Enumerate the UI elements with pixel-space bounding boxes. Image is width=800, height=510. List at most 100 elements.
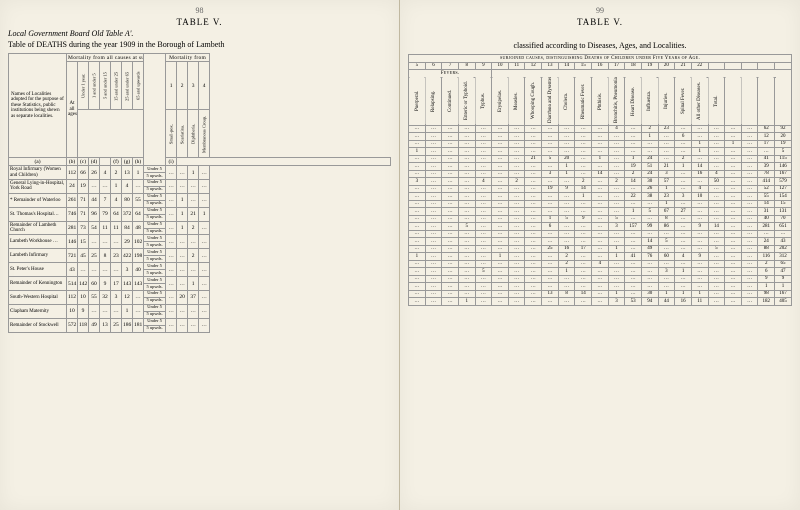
age-value: 13 bbox=[122, 166, 133, 180]
disease-value: 1 bbox=[658, 185, 675, 193]
disease-value: … bbox=[592, 148, 609, 156]
disease-value: … bbox=[425, 253, 442, 261]
age-value: 186 bbox=[122, 318, 133, 332]
disease-value: … bbox=[708, 133, 725, 141]
disease-value: … bbox=[525, 283, 542, 291]
disease-value: … bbox=[558, 178, 575, 186]
age-value: 198 bbox=[133, 249, 144, 263]
disease-value: … bbox=[409, 290, 426, 298]
disease-value: 651 bbox=[775, 223, 792, 231]
age-value: 84 bbox=[122, 221, 133, 235]
disease-value: … bbox=[425, 185, 442, 193]
disease-value: … bbox=[675, 148, 692, 156]
disease-value: … bbox=[409, 155, 426, 163]
age-value: 372 bbox=[122, 207, 133, 221]
disease-value: … bbox=[525, 200, 542, 208]
mortality-value: … bbox=[166, 166, 177, 180]
disease-value: … bbox=[575, 200, 592, 208]
age-value: 29 bbox=[122, 235, 133, 249]
disease-value: … bbox=[641, 148, 658, 156]
disease-value: … bbox=[442, 178, 459, 186]
locality-label: Royal Infirmary (Women and Children) bbox=[9, 166, 67, 180]
disease-value: 14 bbox=[592, 170, 609, 178]
disease-value: … bbox=[658, 283, 675, 291]
disease-value: 16 bbox=[691, 170, 708, 178]
col-letter-f: (f) bbox=[111, 158, 122, 166]
disease-col-num: 18 bbox=[625, 62, 642, 70]
table-label-left: TABLE V. bbox=[8, 17, 391, 27]
age-value: 48 bbox=[133, 221, 144, 235]
disease-value: 41 bbox=[758, 155, 775, 163]
disease-value: 1 bbox=[691, 140, 708, 148]
disease-value: … bbox=[525, 238, 542, 246]
disease-value: … bbox=[725, 148, 742, 156]
disease-col-label: Phthisis. bbox=[592, 77, 609, 125]
mortality-value: 2 bbox=[188, 249, 199, 263]
disease-value: … bbox=[708, 125, 725, 133]
disease-value: 51 bbox=[641, 163, 658, 171]
disease-value: … bbox=[409, 140, 426, 148]
disease-value: … bbox=[458, 260, 475, 268]
age-value: 4 bbox=[111, 193, 122, 207]
disease-value: … bbox=[725, 290, 742, 298]
disease-value: 21 bbox=[525, 155, 542, 163]
disease-value: … bbox=[725, 238, 742, 246]
disease-value: 13 bbox=[542, 290, 559, 298]
age-value: … bbox=[89, 263, 100, 277]
mortality-value: … bbox=[166, 221, 177, 235]
disease-value: 1 bbox=[725, 140, 742, 148]
disease-value: 52 bbox=[758, 185, 775, 193]
disease-value: 78 bbox=[758, 170, 775, 178]
mort-num-0: 1 bbox=[166, 62, 177, 110]
disease-value: … bbox=[741, 200, 758, 208]
disease-value: … bbox=[508, 185, 525, 193]
disease-value: … bbox=[725, 230, 742, 238]
disease-value: 579 bbox=[775, 178, 792, 186]
disease-value: … bbox=[542, 230, 559, 238]
disease-value: … bbox=[725, 275, 742, 283]
disease-col-label: Puerperal. bbox=[409, 77, 426, 125]
disease-value: … bbox=[741, 185, 758, 193]
disease-value: … bbox=[625, 283, 642, 291]
disease-col-num: 19 bbox=[641, 62, 658, 70]
disease-value: … bbox=[492, 208, 509, 216]
disease-value: 57 bbox=[658, 178, 675, 186]
disease-value: … bbox=[442, 238, 459, 246]
disease-value: 116 bbox=[758, 253, 775, 261]
mort-col-2: Diphtheria. bbox=[188, 110, 199, 158]
disease-value: … bbox=[442, 125, 459, 133]
disease-value: 17 bbox=[758, 140, 775, 148]
disease-value: 182 bbox=[758, 298, 775, 306]
disease-value: … bbox=[525, 290, 542, 298]
disease-value: … bbox=[691, 245, 708, 253]
disease-value: 20 bbox=[775, 133, 792, 141]
disease-value: 20 bbox=[558, 155, 575, 163]
age-value: 181 bbox=[133, 318, 144, 332]
disease-value: … bbox=[475, 275, 492, 283]
disease-value: … bbox=[575, 260, 592, 268]
disease-value: 23 bbox=[658, 125, 675, 133]
disease-value: … bbox=[741, 245, 758, 253]
disease-value: … bbox=[725, 178, 742, 186]
disease-value: 146 bbox=[775, 163, 792, 171]
disease-value: … bbox=[592, 185, 609, 193]
disease-value: 92 bbox=[775, 125, 792, 133]
disease-value: … bbox=[442, 193, 459, 201]
disease-value: … bbox=[741, 140, 758, 148]
disease-value: … bbox=[658, 275, 675, 283]
mortality-value: 1 bbox=[177, 221, 188, 235]
age-value: … bbox=[133, 179, 144, 193]
disease-value: 1 bbox=[558, 163, 575, 171]
disease-value: … bbox=[425, 178, 442, 186]
disease-value: … bbox=[708, 185, 725, 193]
disease-value: 50 bbox=[708, 178, 725, 186]
disease-value: … bbox=[425, 133, 442, 141]
at-all-value: 112 bbox=[67, 290, 78, 304]
disease-value: … bbox=[442, 155, 459, 163]
disease-value: … bbox=[575, 298, 592, 306]
disease-value: 25 bbox=[542, 245, 559, 253]
disease-value: … bbox=[625, 230, 642, 238]
disease-value: 9 bbox=[691, 253, 708, 261]
disease-value: … bbox=[575, 148, 592, 156]
disease-value: … bbox=[492, 290, 509, 298]
